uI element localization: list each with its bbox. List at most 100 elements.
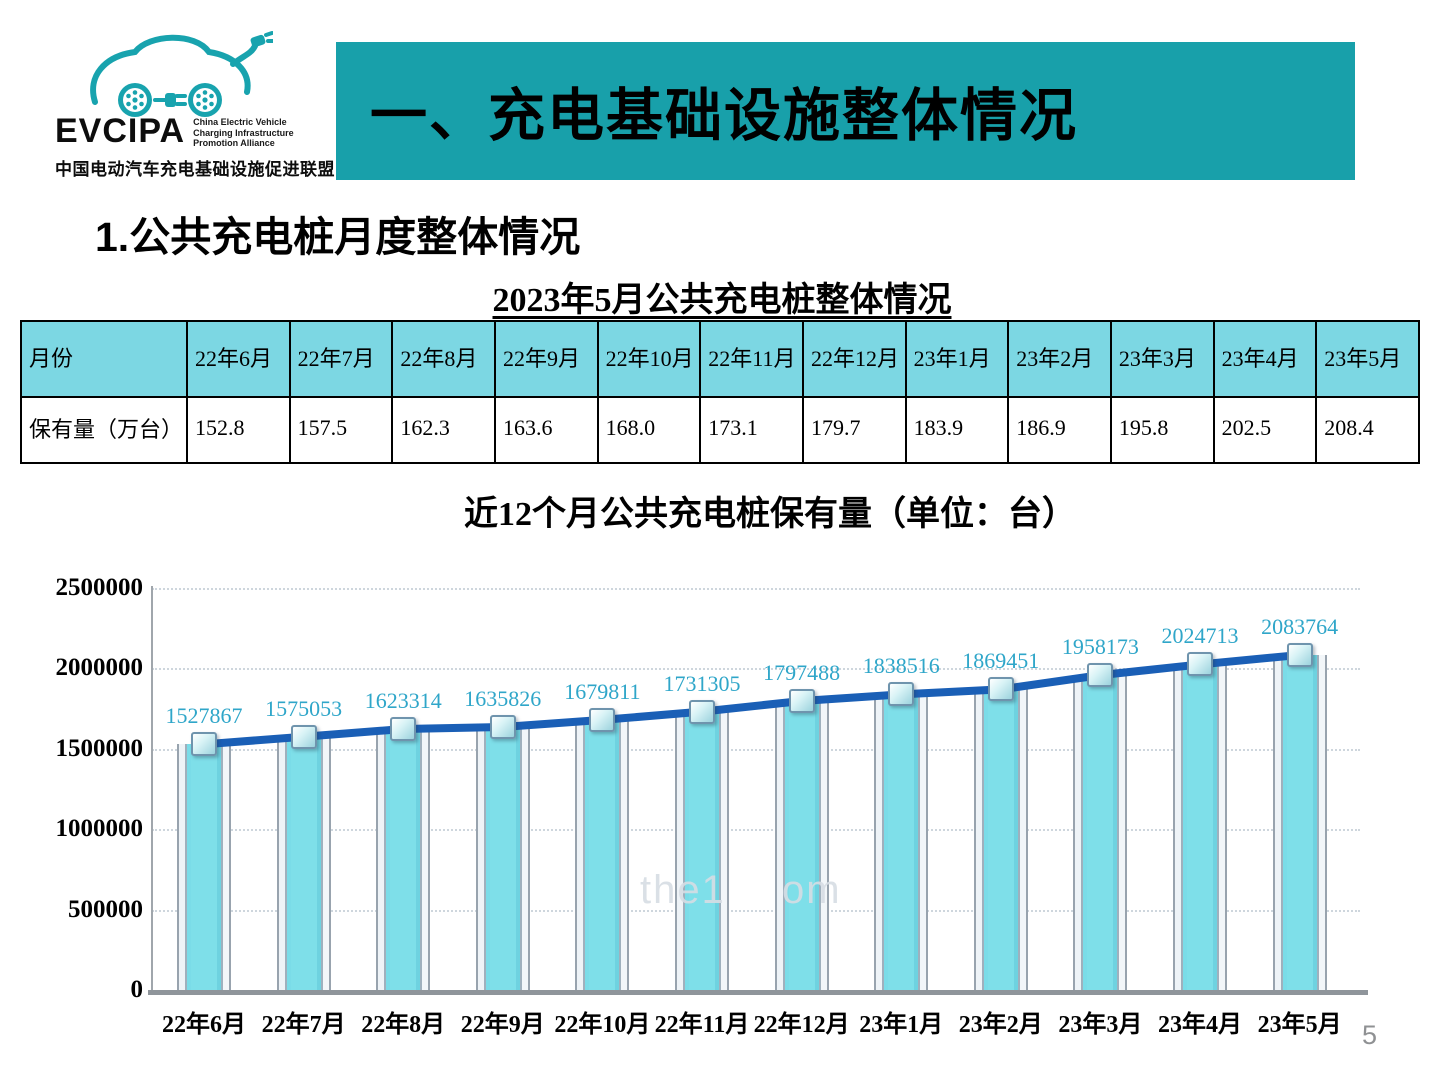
line-marker: [1087, 663, 1114, 688]
table-month-header-cell: 22年9月: [493, 320, 599, 398]
x-axis-label: 22年11月: [654, 1012, 750, 1038]
line-marker: [489, 714, 516, 739]
x-axis-label: 23年5月: [1257, 1012, 1342, 1038]
bar: [177, 744, 231, 990]
logo-tagline-line3: Promotion Alliance: [193, 138, 275, 149]
table-value-cell: 157.5: [288, 396, 394, 464]
bar-value-label: 1797488: [763, 659, 841, 685]
bar: [973, 689, 1028, 990]
x-axis-label: 23年4月: [1158, 1012, 1242, 1038]
x-axis-label: 23年1月: [859, 1012, 944, 1038]
table-value-cell: 195.8: [1109, 396, 1215, 464]
table-month-header-cell: 23年2月: [1007, 320, 1112, 398]
bar-value-label: 2024713: [1161, 623, 1239, 649]
y-axis-tick-label: 0: [130, 976, 144, 1003]
table-corner-cell: 月份: [20, 320, 188, 398]
table-value-cell: 186.9: [1007, 396, 1112, 464]
y-axis-tick-label: 1000000: [55, 815, 144, 843]
x-axis-label: 22年7月: [261, 1012, 346, 1038]
table-month-header-cell: 22年8月: [391, 320, 496, 398]
bar-value-label: 1623314: [364, 687, 442, 713]
logo-chinese-name: 中国电动汽车充电基础设施促进联盟: [55, 159, 335, 179]
table-month-header-cell: 23年5月: [1315, 320, 1420, 398]
x-axis-label: 23年2月: [958, 1012, 1043, 1038]
bar: [1173, 664, 1227, 990]
bar: [1272, 654, 1327, 990]
evcipa-logo: EVCIPA China Electric Vehicle Charging I…: [55, 30, 355, 180]
bar: [1073, 675, 1128, 990]
table-header-row: 月份 22年6月 22年7月 22年8月 22年9月 22年10月 22年11月 22年12月…: [20, 320, 1420, 398]
bar: [376, 728, 431, 990]
table-value-cell: 152.8: [186, 396, 291, 464]
table-value-cell: 208.4: [1315, 396, 1420, 464]
table-month-header-cell: 23年1月: [904, 320, 1010, 398]
section-banner: 一、充电基础设施整体情况: [336, 42, 1355, 180]
table-row-label-cell: 保有量（万台）: [20, 396, 188, 464]
bar-value-label: 2083764: [1261, 613, 1339, 639]
table-month-header-cell: 22年10月: [596, 320, 702, 398]
gridline: [152, 829, 1360, 832]
line-marker: [1187, 652, 1213, 677]
section-heading: 1.公共充电桩月度整体情况: [95, 214, 581, 260]
table-month-header-cell: 23年4月: [1212, 320, 1318, 398]
line-marker: [788, 688, 815, 713]
table-month-header-cell: 22年6月: [186, 320, 291, 398]
logo-tagline-line2: Charging Infrastructure: [193, 127, 294, 138]
gridline: [152, 668, 1360, 671]
bar: [276, 736, 331, 990]
table-month-header-cell: 22年7月: [288, 320, 394, 398]
line-marker: [888, 682, 915, 707]
bar-value-label: 1575053: [265, 695, 343, 721]
x-axis-label: 22年6月: [162, 1012, 246, 1038]
gridline: [152, 748, 1360, 751]
ev-car-charging-icon: [90, 31, 273, 117]
watermark-text: the1: [640, 868, 726, 912]
table-month-header-cell: 23年3月: [1109, 320, 1215, 398]
table-value-cell: 163.6: [493, 396, 599, 464]
y-axis-tick-label: 2500000: [55, 574, 144, 601]
logo-acronym: EVCIPA: [55, 112, 186, 150]
bar: [874, 694, 929, 990]
table-title: 2023年5月公共充电桩整体情况: [492, 282, 952, 319]
table-value-cell: 202.5: [1212, 396, 1318, 464]
bar-value-label: 1527867: [165, 703, 243, 729]
table-value-cell: 162.3: [391, 396, 496, 464]
x-axis-label: 23年3月: [1058, 1012, 1143, 1038]
bar-value-label: 1958173: [1061, 634, 1139, 660]
banner-title: 一、充电基础设施整体情况: [370, 85, 1078, 148]
logo-tagline: China Electric Vehicle Charging Infrastr…: [193, 117, 294, 149]
y-axis-tick-label: 500000: [68, 895, 143, 923]
logo-tagline-line1: China Electric Vehicle: [193, 117, 287, 127]
y-axis-tick-label: 1500000: [55, 734, 144, 762]
x-axis-line: [148, 990, 1368, 995]
table-value-cell: 173.1: [699, 396, 804, 464]
monthly-holdings-table: 月份 22年6月 22年7月 22年8月 22年9月 22年10月 22年11月 22年12月…: [20, 320, 1420, 464]
table-value-cell: 179.7: [801, 396, 907, 464]
bar-value-label: 1679811: [564, 678, 641, 704]
page-number: 5: [1362, 1020, 1378, 1050]
line-marker: [390, 716, 417, 741]
line-marker: [290, 724, 317, 749]
line-marker: [191, 732, 217, 757]
table-month-header-cell: 22年12月: [801, 320, 907, 398]
gridline: [152, 588, 1360, 590]
bar: [475, 726, 530, 990]
table-value-cell: 183.9: [904, 396, 1010, 464]
bar: [675, 711, 729, 990]
bar-value-label: 1635826: [464, 685, 542, 711]
bar-value-label: 1731305: [663, 670, 741, 696]
table-month-header-cell: 22年11月: [699, 320, 804, 398]
x-axis-label: 22年10月: [554, 1012, 651, 1038]
line-marker: [987, 677, 1014, 702]
table-value-cell: 168.0: [596, 396, 702, 464]
line-marker: [589, 707, 616, 732]
bar-value-label: 1869451: [962, 648, 1040, 674]
y-axis-line: [151, 586, 153, 990]
line-marker: [1286, 642, 1313, 667]
table-value-row: 保有量（万台） 152.8 157.5 162.3 163.6 168.0 173.1 179…: [20, 396, 1420, 464]
holdings-chart: 0 500000 1000000 1500000 2000000 2500000 22年6月…: [0, 560, 1440, 1038]
gridline: [152, 909, 1360, 912]
x-axis-label: 22年9月: [460, 1012, 545, 1038]
y-axis-tick-label: 2000000: [55, 654, 144, 682]
